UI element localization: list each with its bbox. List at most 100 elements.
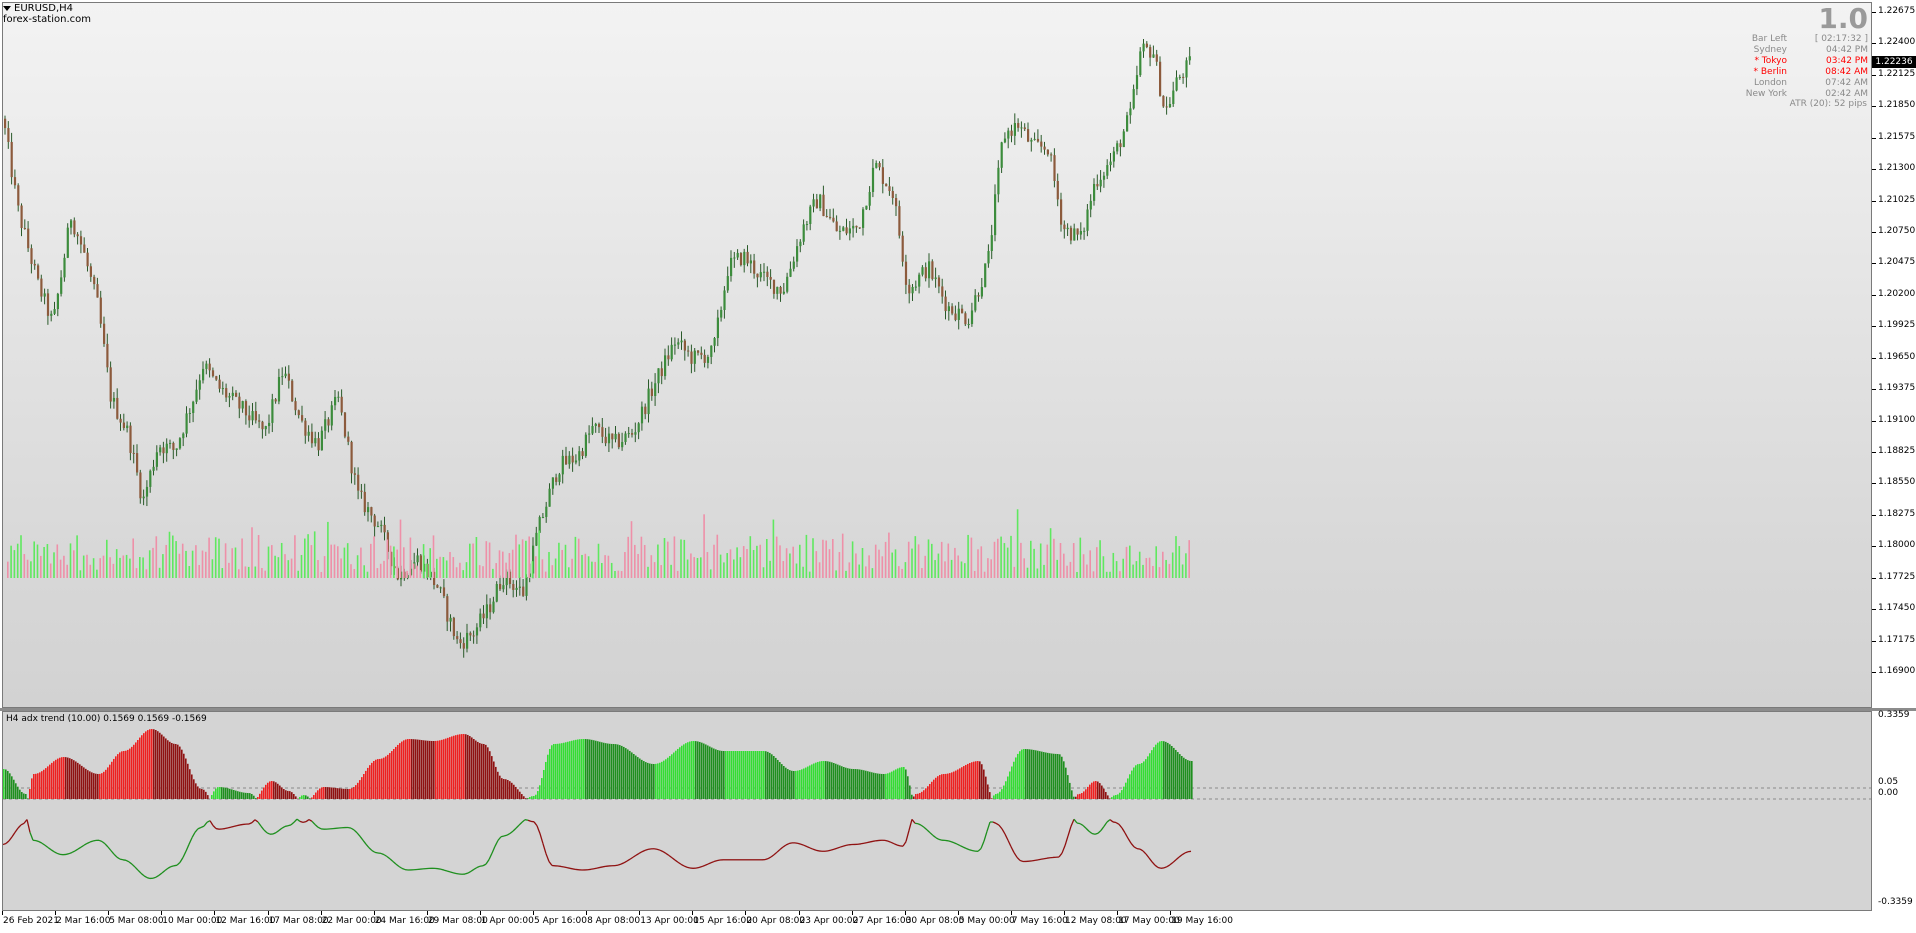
histogram-bar — [597, 741, 599, 799]
histogram-bar — [605, 743, 607, 799]
watermark-text: forex-station.com — [3, 14, 91, 25]
histogram-bar — [329, 787, 331, 799]
signal-line-segment — [1151, 861, 1156, 866]
dropdown-triangle-icon[interactable] — [3, 5, 11, 11]
histogram-bar — [1141, 763, 1143, 799]
volume-bar — [775, 536, 778, 578]
indicator-panel[interactable] — [2, 711, 1872, 911]
signal-line-segment — [77, 846, 82, 850]
time-axis[interactable]: 26 Feb 2021 2 Mar 16:00 5 Mar 08:00 10 Mar … — [0, 911, 1916, 933]
candle-body — [994, 194, 997, 236]
volume-bar — [667, 541, 669, 578]
histogram-bar — [211, 794, 213, 799]
signal-line-segment — [368, 847, 373, 852]
panel-divider[interactable] — [0, 708, 1916, 711]
candle-body — [1185, 60, 1188, 78]
volume-bar — [1135, 561, 1138, 578]
signal-line-segment — [1115, 821, 1120, 825]
signal-line-segment — [119, 858, 124, 861]
volume-bar — [521, 539, 524, 578]
histogram-bar — [445, 738, 447, 799]
histogram-bar — [453, 735, 455, 799]
signal-line-segment — [896, 844, 901, 847]
price-axis[interactable]: 1.22675 1.22400 1.22125 1.21850 1.21575 1.213… — [1872, 0, 1916, 711]
histogram-bar — [471, 737, 473, 799]
candle-body — [944, 296, 947, 312]
histogram-bar — [1105, 792, 1107, 799]
candle-body — [1149, 47, 1152, 58]
volume-bar — [429, 548, 431, 578]
volume-bar — [772, 519, 775, 578]
histogram-bar — [551, 745, 553, 799]
volume-bar — [650, 555, 653, 578]
histogram-bar — [537, 791, 539, 799]
volume-bar — [1020, 542, 1022, 578]
histogram-bar — [157, 731, 159, 799]
histogram-bar — [57, 758, 59, 799]
candle-body — [353, 473, 356, 475]
signal-line-segment — [101, 840, 106, 845]
candle-body — [446, 596, 449, 622]
candle-body — [380, 524, 383, 527]
signal-line-segment — [860, 842, 865, 845]
signal-line-segment — [113, 853, 118, 858]
histogram-bar — [1053, 753, 1055, 799]
candle-body — [281, 376, 284, 378]
time-axis-tick — [320, 911, 322, 915]
volume-bar — [1010, 535, 1012, 578]
candle-body — [598, 423, 601, 428]
histogram-bar — [997, 793, 999, 799]
indicator-axis[interactable]: 0.3359 0.05 0.00 -0.3359 — [1872, 710, 1916, 911]
signal-line-segment — [518, 821, 523, 826]
histogram-bar — [259, 793, 261, 799]
volume-bar — [931, 543, 933, 578]
candle-body — [601, 427, 604, 437]
signal-line-segment — [803, 844, 808, 848]
volume-bar — [1000, 536, 1002, 578]
histogram-bar — [1039, 751, 1041, 799]
histogram-bar — [97, 773, 99, 799]
histogram-bar — [523, 796, 525, 799]
volume-bar — [1039, 543, 1042, 578]
histogram-bar — [31, 778, 33, 799]
time-axis-label: 1 Apr 00:00 — [480, 916, 534, 926]
candle-body — [904, 261, 908, 285]
signal-line-segment — [227, 826, 232, 829]
volume-bar — [1049, 528, 1052, 578]
histogram-bar — [155, 730, 157, 799]
histogram-bar — [729, 751, 731, 799]
histogram-bar — [363, 774, 365, 799]
price-axis-tick — [1872, 640, 1876, 642]
price-chart-panel[interactable] — [2, 2, 1872, 708]
volume-bar — [535, 556, 537, 578]
histogram-bar — [847, 768, 849, 799]
candle-body — [83, 244, 86, 253]
histogram-bar — [827, 761, 829, 799]
candle-body — [7, 128, 10, 142]
candle-body — [449, 617, 452, 622]
histogram-bar — [1029, 749, 1031, 799]
volume-bar — [541, 559, 544, 578]
signal-line-segment — [668, 854, 673, 859]
candle-body — [792, 261, 795, 269]
candle-body — [819, 194, 822, 209]
signal-line-segment — [284, 825, 289, 828]
volume-bar — [554, 558, 557, 578]
histogram-bar — [1037, 750, 1039, 799]
histogram-bar — [193, 779, 195, 799]
histogram-bar — [115, 756, 117, 799]
signal-line-segment — [926, 829, 931, 834]
histogram-bar — [79, 764, 81, 799]
histogram-bar — [799, 770, 801, 799]
candle-body — [13, 177, 17, 186]
candle-body — [297, 410, 300, 416]
symbol-title[interactable]: EURUSD,H4 — [3, 3, 73, 14]
volume-bar — [1165, 559, 1167, 578]
histogram-bar — [553, 744, 555, 799]
candle-body — [749, 260, 752, 264]
volume-bar — [370, 543, 372, 578]
volume-bar — [40, 555, 42, 578]
histogram-bar — [35, 773, 37, 799]
histogram-bar — [459, 734, 461, 799]
candle-body — [885, 183, 888, 187]
